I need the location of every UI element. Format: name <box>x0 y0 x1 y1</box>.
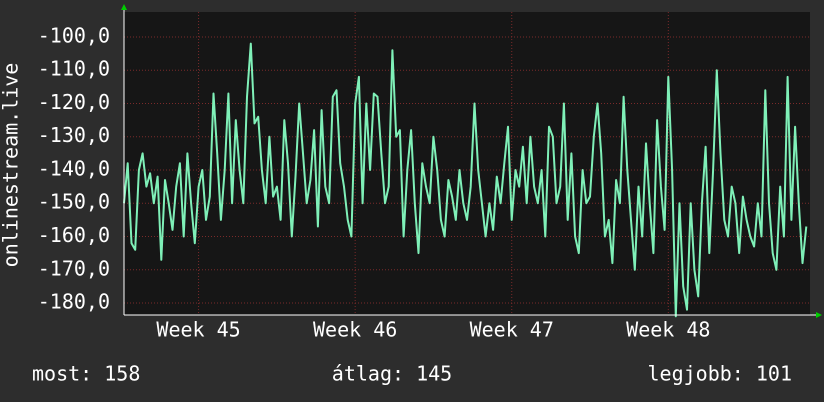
stat-current: most: 158 <box>32 362 140 386</box>
x-tick-label: Week 47 <box>470 318 554 342</box>
stat-average: átlag: 145 <box>332 362 452 386</box>
x-tick-label: Week 45 <box>156 318 240 342</box>
stat-best: legjobb: 101 <box>648 362 793 386</box>
y-tick-label: -170,0 <box>38 256 110 280</box>
x-axis-arrow <box>816 312 822 318</box>
data-line <box>123 42 808 318</box>
y-tick-label: -130,0 <box>38 123 110 147</box>
x-tick-label: Week 46 <box>313 318 397 342</box>
y-tick-label: -160,0 <box>38 223 110 247</box>
y-tick-label: -150,0 <box>38 190 110 214</box>
y-tick-label: -120,0 <box>38 90 110 114</box>
x-tick-label: Week 48 <box>626 318 710 342</box>
y-tick-label: -140,0 <box>38 156 110 180</box>
y-axis-arrow <box>121 4 127 10</box>
y-tick-label: -110,0 <box>38 57 110 81</box>
y-tick-label: -180,0 <box>38 290 110 314</box>
y-axis-label: onlinestream.live <box>0 63 23 268</box>
y-tick-label: -100,0 <box>38 23 110 47</box>
